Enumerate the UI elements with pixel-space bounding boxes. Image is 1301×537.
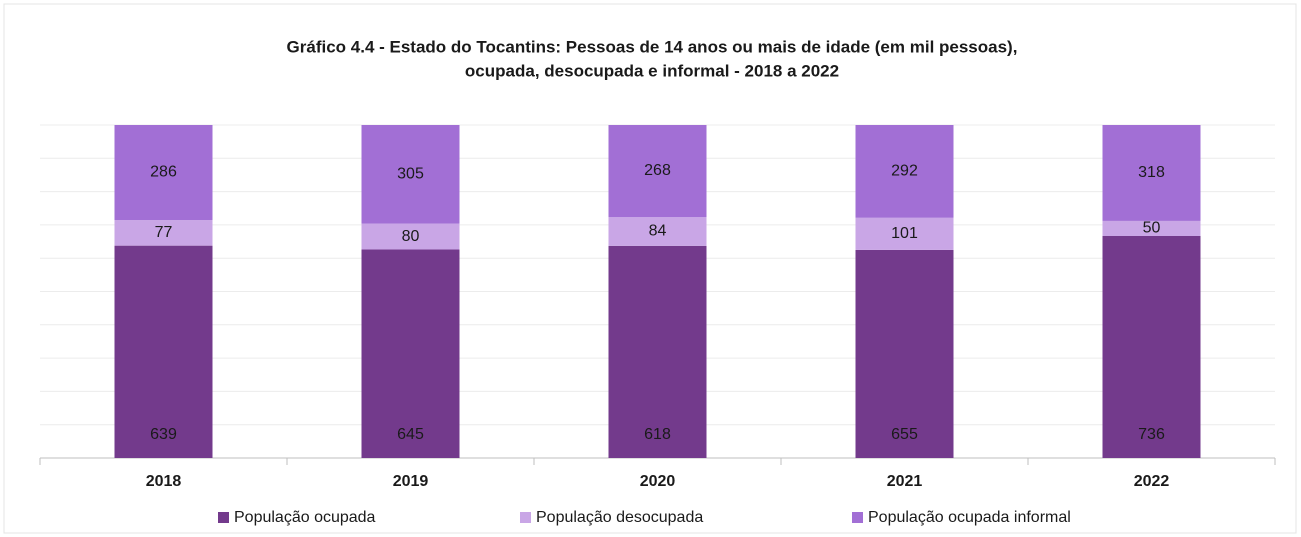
data-label: 645 [397, 426, 424, 443]
data-label: 286 [150, 164, 177, 181]
bar-segment [361, 249, 460, 458]
legend-label: População ocupada informal [868, 509, 1071, 526]
data-label: 639 [150, 426, 177, 443]
legend-swatch [520, 512, 531, 523]
legend-label: População desocupada [536, 509, 703, 526]
bar-segment [114, 220, 213, 246]
data-label: 655 [891, 426, 918, 443]
data-label: 80 [402, 228, 420, 245]
x-tick-label: 2022 [1134, 473, 1170, 490]
bar-segment [114, 245, 213, 458]
bar-segment [855, 249, 954, 458]
chart-title: Gráfico 4.4 - Estado do Tocantins: Pesso… [287, 37, 1018, 56]
data-label: 305 [397, 166, 424, 183]
data-label: 318 [1138, 164, 1165, 181]
bar-segment [855, 217, 954, 250]
data-label: 77 [155, 224, 173, 241]
data-label: 618 [644, 426, 671, 443]
data-label: 50 [1143, 220, 1161, 237]
bar-segment [1102, 125, 1201, 221]
x-tick-label: 2018 [146, 473, 182, 490]
legend-swatch [852, 512, 863, 523]
data-label: 268 [644, 162, 671, 179]
bar-segment [608, 245, 707, 458]
bar-segment [1102, 236, 1201, 458]
bar-segment [1102, 220, 1201, 236]
legend-label: População ocupada [234, 509, 376, 526]
data-label: 101 [891, 225, 918, 242]
x-tick-label: 2020 [640, 473, 676, 490]
bar-segment [608, 217, 707, 246]
bar-segment [855, 125, 954, 218]
chart-title: ocupada, desocupada e informal - 2018 a … [465, 61, 839, 80]
bar-segment [608, 125, 707, 218]
bar-segment [114, 125, 213, 221]
x-tick-label: 2019 [393, 473, 429, 490]
bar-segment [361, 223, 460, 250]
legend-swatch [218, 512, 229, 523]
data-label: 292 [891, 163, 918, 180]
bar-segment [361, 125, 460, 224]
data-label: 736 [1138, 426, 1165, 443]
data-label: 84 [649, 223, 667, 240]
x-tick-label: 2021 [887, 473, 923, 490]
